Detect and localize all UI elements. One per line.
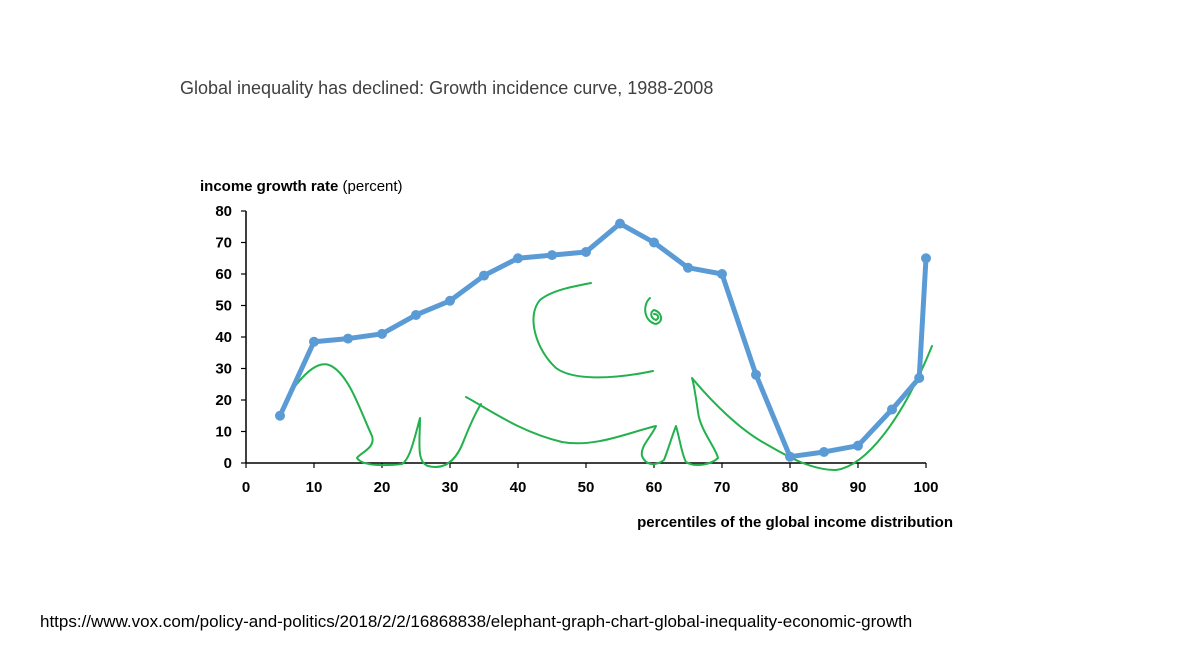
y-tick-label: 0 xyxy=(224,455,232,472)
y-tick-label: 10 xyxy=(215,424,232,441)
data-point xyxy=(581,246,591,257)
elephant-belly-stroke xyxy=(465,345,933,471)
elephant-ear-stroke xyxy=(532,282,654,379)
data-point xyxy=(819,446,829,457)
x-tick-label: 40 xyxy=(510,479,527,496)
data-point xyxy=(377,328,387,339)
slide-title: Global inequality has declined: Growth i… xyxy=(180,78,714,98)
y-tick-label: 30 xyxy=(215,361,232,378)
data-point xyxy=(547,250,557,261)
data-point xyxy=(479,270,489,281)
y-tick-label: 80 xyxy=(215,203,232,220)
x-tick-label: 10 xyxy=(306,479,323,496)
x-axis-label: percentiles of the global income distrib… xyxy=(637,514,953,531)
data-point xyxy=(513,253,523,264)
source-url[interactable]: https://www.vox.com/policy-and-politics/… xyxy=(40,612,913,631)
x-tick-label: 100 xyxy=(913,479,938,496)
y-tick-label: 60 xyxy=(215,266,232,283)
data-point xyxy=(717,269,727,279)
data-point xyxy=(411,309,421,320)
data-point xyxy=(649,237,659,248)
elephant-doodle-annotation xyxy=(289,282,933,471)
y-axis-label-main: income growth rate xyxy=(200,178,338,195)
y-tick-group: 0 10 20 30 40 50 60 70 80 xyxy=(215,203,246,472)
data-point xyxy=(683,262,693,273)
series-line xyxy=(277,221,929,460)
y-tick-label: 40 xyxy=(215,329,232,346)
elephant-eye-stroke xyxy=(644,297,662,325)
data-point xyxy=(343,333,353,344)
data-point xyxy=(309,336,319,347)
y-axis-label: income growth rate (percent) xyxy=(200,178,403,195)
x-tick-label: 0 xyxy=(242,479,250,496)
data-point xyxy=(921,253,931,264)
x-tick-label: 70 xyxy=(714,479,731,496)
y-tick-label: 50 xyxy=(215,298,232,315)
data-point xyxy=(751,369,761,380)
data-point xyxy=(275,410,285,421)
data-point xyxy=(887,404,897,415)
x-tick-group: 0 10 20 30 40 50 60 70 80 90 100 xyxy=(242,463,939,496)
x-tick-label: 30 xyxy=(442,479,459,496)
data-point xyxy=(785,451,795,462)
x-tick-label: 60 xyxy=(646,479,663,496)
series-group xyxy=(275,218,931,462)
y-axis-label-unit: (percent) xyxy=(343,178,403,195)
y-tick-label: 20 xyxy=(215,392,232,409)
x-tick-label: 90 xyxy=(850,479,867,496)
data-point xyxy=(914,372,925,383)
data-point xyxy=(853,440,863,451)
elephant-trunk-stroke xyxy=(289,363,482,468)
data-point xyxy=(445,295,455,306)
y-tick-label: 70 xyxy=(215,235,232,252)
data-point xyxy=(615,218,625,229)
x-tick-label: 50 xyxy=(578,479,595,496)
x-tick-label: 80 xyxy=(782,479,799,496)
x-tick-label: 20 xyxy=(374,479,391,496)
